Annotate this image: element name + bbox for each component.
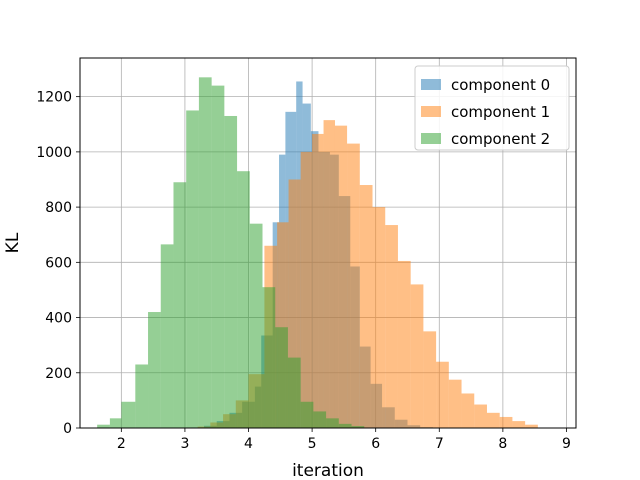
histogram-bar — [173, 182, 187, 428]
histogram-bar — [148, 312, 161, 428]
x-axis-label: iteration — [292, 461, 364, 480]
legend-label: component 0 — [451, 76, 550, 94]
x-tick-label: 3 — [180, 436, 189, 452]
histogram-bar — [351, 426, 365, 428]
histogram-bar — [121, 401, 136, 428]
histogram-bar — [287, 357, 301, 428]
histogram-bar — [448, 379, 462, 428]
histogram-bar — [486, 412, 500, 428]
histogram-bar — [385, 225, 398, 428]
histogram-bar — [372, 207, 386, 428]
x-tick-label: 9 — [562, 436, 571, 452]
histogram-bar — [423, 331, 437, 428]
histogram-bar — [249, 223, 263, 428]
histogram-bar — [313, 411, 327, 428]
y-tick-label: 400 — [45, 311, 72, 327]
x-tick-label: 7 — [435, 436, 444, 452]
y-tick-label: 1000 — [36, 145, 72, 161]
legend-label: component 2 — [451, 130, 550, 148]
histogram-bar — [461, 393, 475, 428]
histogram-bar — [262, 287, 276, 428]
bars — [97, 77, 538, 429]
histogram-bar — [499, 416, 513, 428]
legend-swatch — [421, 79, 441, 90]
histogram-bar — [312, 133, 324, 428]
histogram-bar — [359, 185, 373, 428]
histogram-bar — [326, 418, 339, 428]
ticks: 2 3 4 5 6 7 8 9 0 200 400 600 800 1000 1200 — [36, 90, 571, 452]
legend-swatch — [421, 133, 441, 144]
histogram-bar — [160, 244, 174, 428]
y-tick-label: 800 — [45, 200, 72, 216]
histogram-bar — [525, 424, 538, 428]
histogram-bar — [186, 110, 199, 429]
y-axis-label: KL — [3, 232, 23, 253]
y-tick-label: 200 — [45, 366, 72, 382]
x-tick-label: 4 — [244, 436, 253, 452]
legend: component 0 component 1 component 2 — [414, 65, 570, 151]
y-tick-label: 0 — [63, 421, 72, 437]
y-tick-label: 600 — [45, 255, 72, 271]
histogram-bar — [224, 115, 238, 428]
histogram-bar — [211, 85, 225, 428]
histogram-bar — [135, 364, 149, 428]
histogram-bar — [410, 284, 424, 428]
legend-box — [414, 65, 570, 151]
histogram-bar — [338, 423, 352, 428]
histogram-bar — [109, 418, 122, 428]
x-tick-label: 5 — [308, 436, 317, 452]
histogram-bar — [97, 424, 110, 428]
histogram-bar — [237, 171, 250, 428]
x-tick-label: 2 — [117, 436, 126, 452]
legend-label: component 1 — [451, 103, 550, 121]
histogram-bar — [323, 120, 335, 429]
histogram-bar — [300, 401, 314, 428]
x-tick-label: 6 — [371, 436, 380, 452]
x-tick-label: 8 — [498, 436, 507, 452]
histogram-bar — [347, 143, 360, 428]
plot-frame — [79, 57, 577, 429]
histogram-bar — [334, 125, 348, 428]
histogram-bar — [198, 77, 212, 428]
histogram-bar — [300, 151, 313, 428]
series-2-bars — [97, 77, 365, 429]
histogram-bar — [512, 421, 526, 428]
histogram-bar — [397, 260, 411, 428]
y-tick-label: 1200 — [36, 90, 72, 106]
histogram-bar — [275, 327, 288, 428]
legend-swatch — [421, 106, 441, 117]
histogram-bar — [474, 404, 487, 428]
histogram-bar — [277, 222, 289, 428]
histogram-bar — [436, 361, 449, 428]
